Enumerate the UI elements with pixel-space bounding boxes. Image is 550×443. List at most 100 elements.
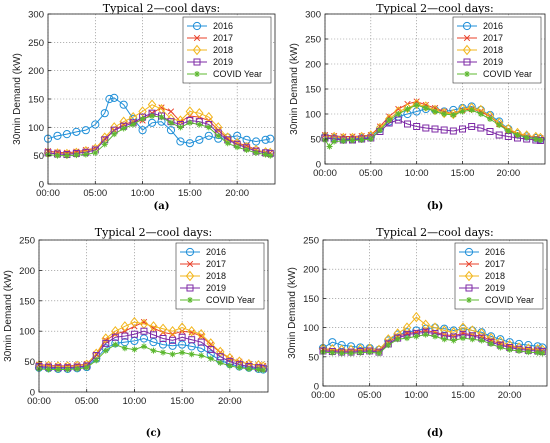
data-point bbox=[367, 136, 374, 142]
x-tick-label: 00:00 bbox=[313, 168, 337, 179]
data-point bbox=[121, 345, 128, 352]
data-point bbox=[516, 347, 522, 354]
legend-marker bbox=[185, 247, 195, 257]
data-point bbox=[120, 125, 127, 132]
data-point bbox=[497, 344, 504, 351]
data-point bbox=[267, 152, 274, 159]
x-tick-label: 20:00 bbox=[218, 396, 242, 407]
data-point bbox=[169, 331, 176, 338]
data-point bbox=[157, 104, 166, 115]
data-point bbox=[196, 329, 206, 340]
y-axis-label: 30min Demand (kW) bbox=[289, 43, 300, 135]
legend-label: 2018 bbox=[213, 45, 233, 55]
x-tick-label: 10:00 bbox=[405, 168, 429, 179]
legend-entry: 2018 bbox=[180, 270, 226, 282]
data-point bbox=[177, 322, 187, 333]
legend-entry: 2019 bbox=[180, 283, 226, 293]
data-point bbox=[326, 143, 333, 150]
legend-marker bbox=[193, 34, 201, 42]
data-point bbox=[147, 118, 157, 127]
data-point bbox=[140, 327, 148, 335]
data-point bbox=[329, 349, 336, 356]
data-point bbox=[158, 114, 165, 121]
x-tick-label: 05:00 bbox=[359, 168, 383, 179]
legend-entry: COVID Year bbox=[180, 295, 255, 305]
data-point bbox=[198, 332, 205, 340]
legend-label: 2019 bbox=[213, 57, 233, 67]
data-point bbox=[224, 140, 231, 147]
data-point bbox=[166, 126, 176, 135]
data-point bbox=[139, 115, 146, 122]
legend-marker bbox=[187, 297, 193, 303]
data-point bbox=[413, 333, 420, 340]
data-point bbox=[217, 359, 224, 366]
panel-caption: (b) bbox=[427, 201, 443, 212]
x-tick-label: 20:00 bbox=[225, 188, 249, 199]
legend-entry: 2018 bbox=[457, 44, 503, 56]
legend-marker bbox=[193, 58, 201, 66]
data-point bbox=[468, 107, 475, 113]
legend-entry: 2016 bbox=[187, 21, 233, 31]
legend-marker bbox=[194, 71, 200, 77]
data-point bbox=[376, 350, 382, 357]
y-tick-label: 250 bbox=[303, 236, 319, 247]
data-point bbox=[195, 135, 204, 144]
legend-label: 2016 bbox=[206, 247, 226, 257]
data-point bbox=[147, 99, 157, 110]
data-point bbox=[422, 331, 429, 338]
y-tick-label: 50 bbox=[308, 352, 319, 363]
data-point bbox=[460, 335, 466, 342]
y-tick-label: 100 bbox=[28, 123, 44, 134]
data-point bbox=[506, 346, 513, 353]
data-point bbox=[176, 137, 185, 146]
data-point bbox=[532, 136, 539, 142]
legend-entry: 2019 bbox=[459, 283, 505, 293]
data-point bbox=[478, 337, 485, 344]
series-covid-year bbox=[45, 113, 274, 159]
chart-panel-a: Typical 2—cool days: 0 50 100 150 200 250 300 00… bbox=[12, 2, 276, 212]
legend-marker bbox=[462, 44, 472, 56]
data-point bbox=[53, 131, 62, 140]
series-line bbox=[322, 316, 543, 351]
data-point bbox=[186, 119, 193, 126]
data-point bbox=[130, 316, 139, 328]
data-point bbox=[214, 122, 223, 133]
x-tick-label: 10:00 bbox=[131, 188, 155, 199]
legend-label: 2019 bbox=[206, 283, 226, 293]
chart-title: Typical 2—cool days: bbox=[103, 2, 220, 15]
data-point bbox=[366, 349, 373, 356]
series-covid-year bbox=[322, 102, 544, 150]
legend-marker bbox=[465, 260, 473, 268]
data-point bbox=[430, 322, 440, 333]
data-point bbox=[111, 333, 119, 341]
data-point bbox=[404, 335, 410, 342]
data-point bbox=[102, 347, 109, 354]
legend-entry: 2016 bbox=[457, 21, 503, 31]
data-point bbox=[207, 355, 214, 362]
data-point bbox=[395, 111, 402, 117]
data-point bbox=[206, 338, 215, 349]
series-line bbox=[38, 321, 264, 367]
y-tick-label: 250 bbox=[305, 35, 321, 46]
data-point bbox=[404, 106, 411, 112]
data-point bbox=[187, 326, 196, 337]
data-point bbox=[413, 123, 421, 130]
data-point bbox=[539, 350, 546, 357]
data-point bbox=[385, 342, 392, 349]
data-point bbox=[386, 117, 393, 123]
data-point bbox=[158, 340, 168, 349]
y-tick-label: 0 bbox=[39, 180, 44, 191]
x-tick-label: 00:00 bbox=[36, 188, 60, 199]
legend-entry: 2016 bbox=[180, 247, 226, 257]
x-tick-label: 00:00 bbox=[311, 390, 335, 401]
data-point bbox=[459, 125, 466, 133]
data-point bbox=[245, 365, 252, 372]
data-point bbox=[348, 350, 354, 357]
data-point bbox=[178, 333, 186, 341]
legend-entry: COVID Year bbox=[457, 69, 532, 79]
legend-marker bbox=[464, 270, 474, 282]
data-point bbox=[432, 108, 438, 115]
data-point bbox=[413, 102, 420, 108]
legend-label: COVID Year bbox=[206, 295, 255, 305]
